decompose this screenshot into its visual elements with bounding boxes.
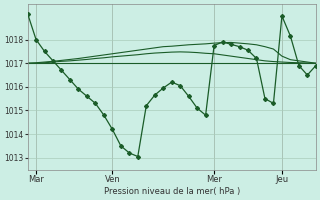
X-axis label: Pression niveau de la mer( hPa ): Pression niveau de la mer( hPa ) <box>104 187 240 196</box>
